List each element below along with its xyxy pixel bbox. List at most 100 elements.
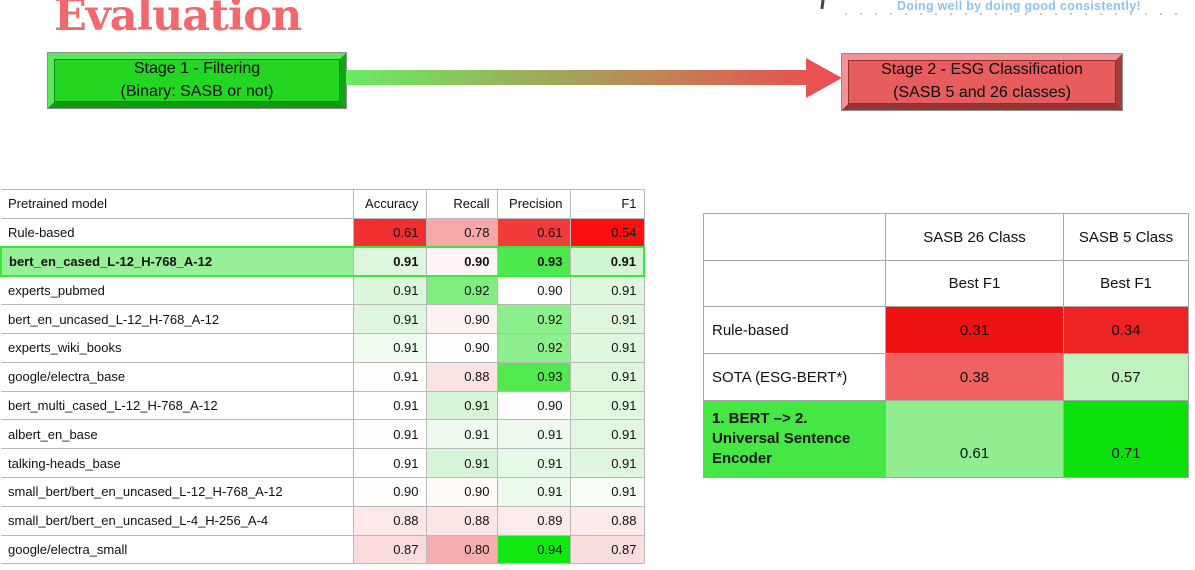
model-name-cell: albert_en_base	[1, 419, 353, 449]
best-f1-value-cell: 0.31	[885, 306, 1064, 354]
table-row: bert_en_uncased_L-12_H-768_A-12 0.91 0.90 0…	[1, 304, 645, 334]
metric-value-cell: 0.93	[496, 246, 570, 277]
approach-name-cell: Rule-based	[703, 306, 886, 354]
best-f1-value-cell: 0.38	[885, 353, 1064, 401]
metric-value-cell: 0.54	[569, 217, 645, 248]
best-f1-value-cell: 0.71	[1063, 400, 1189, 478]
stage1-box: Stage 1 - Filtering (Binary: SASB or not…	[47, 52, 347, 109]
metric-value-cell: 0.92	[425, 275, 497, 305]
approach-name-cell: 1. BERT –> 2. Universal Sentence Encoder	[703, 400, 886, 478]
column-header-metric: Recall	[425, 189, 497, 219]
metric-value-cell: 0.91	[496, 476, 570, 507]
metric-value-cell: 0.91	[569, 246, 645, 277]
column-header-metric: F1	[569, 189, 645, 219]
model-name-cell: Rule-based	[1, 217, 353, 248]
column-subheader-bestf1: Best F1	[1063, 260, 1189, 307]
table-row: google/electra_small 0.87 0.80 0.94 0.87	[1, 534, 645, 565]
empty-corner-cell	[703, 260, 886, 307]
metric-value-cell: 0.91	[496, 448, 570, 478]
model-name-cell: experts_wiki_books	[1, 332, 353, 363]
metric-value-cell: 0.92	[496, 332, 570, 363]
metric-value-cell: 0.91	[569, 361, 645, 392]
table-row: Rule-based 0.61 0.78 0.61 0.54	[1, 217, 645, 248]
stage2-box: Stage 2 - ESG Classification (SASB 5 and…	[841, 53, 1123, 111]
best-f1-value-cell: 0.61	[885, 400, 1064, 478]
metric-value-cell: 0.87	[569, 534, 645, 565]
logo-fragment-tick	[820, 0, 825, 10]
best-f1-value-cell: 0.57	[1063, 353, 1189, 401]
pretrained-metrics-table: Pretrained model Accuracy Recall Precision F…	[0, 189, 645, 565]
metric-value-cell: 0.91	[352, 419, 426, 449]
gradient-arrow-body	[346, 70, 808, 85]
metric-value-cell: 0.91	[569, 448, 645, 478]
stage2-title: Stage 2 - ESG Classification	[881, 61, 1083, 79]
metric-value-cell: 0.61	[496, 217, 570, 248]
model-name-cell: google/electra_small	[1, 534, 353, 565]
metric-value-cell: 0.91	[352, 448, 426, 478]
pretrained-metrics-table-body: Pretrained model Accuracy Recall Precision F…	[0, 189, 645, 565]
model-name-cell: experts_pubmed	[1, 275, 353, 305]
metric-value-cell: 0.91	[569, 390, 645, 420]
best-f1-value-cell: 0.34	[1063, 306, 1189, 354]
metric-value-cell: 0.92	[496, 304, 570, 334]
column-header-model: Pretrained model	[1, 189, 353, 219]
metric-value-cell: 0.80	[425, 534, 497, 565]
metric-value-cell: 0.94	[496, 534, 570, 565]
header-row: Best F1 Best F1	[703, 260, 1189, 307]
esg-results-table: SASB 26 Class SASB 5 Class Best F1 Best F1 R…	[703, 213, 1189, 478]
header-row: SASB 26 Class SASB 5 Class	[703, 213, 1189, 261]
table-row: talking-heads_base 0.91 0.91 0.91 0.91	[1, 448, 645, 478]
pretrained-metrics-table-wrap: Pretrained model Accuracy Recall Precision F…	[0, 189, 645, 565]
stage1-subtitle: (Binary: SASB or not)	[120, 82, 274, 100]
table-row: albert_en_base 0.91 0.91 0.91 0.91	[1, 419, 645, 449]
table-row: small_bert/bert_en_uncased_L-4_H-256_A-4…	[1, 505, 645, 536]
header-row: Pretrained model Accuracy Recall Precision F…	[1, 189, 645, 219]
metric-value-cell: 0.78	[425, 217, 497, 248]
column-header-class: SASB 5 Class	[1063, 213, 1189, 261]
metric-value-cell: 0.91	[352, 332, 426, 363]
model-name-cell: bert_en_cased_L-12_H-768_A-12	[0, 246, 353, 277]
metric-value-cell: 0.91	[352, 275, 426, 305]
metric-value-cell: 0.88	[352, 505, 426, 536]
gradient-arrow-head-icon	[806, 58, 842, 98]
metric-value-cell: 0.89	[496, 505, 570, 536]
metric-value-cell: 0.91	[352, 361, 426, 392]
metric-value-cell: 0.93	[496, 361, 570, 392]
table-row: experts_pubmed 0.91 0.92 0.90 0.91	[1, 275, 645, 305]
table-row: google/electra_base 0.91 0.88 0.93 0.91	[1, 361, 645, 392]
metric-value-cell: 0.91	[352, 304, 426, 334]
metric-value-cell: 0.91	[352, 246, 426, 277]
metric-value-cell: 0.91	[425, 448, 497, 478]
table-row: SOTA (ESG-BERT*) 0.38 0.57	[703, 353, 1189, 401]
metric-value-cell: 0.90	[496, 390, 570, 420]
column-header-class: SASB 26 Class	[885, 213, 1064, 261]
metric-value-cell: 0.90	[425, 332, 497, 363]
table-row: experts_wiki_books 0.91 0.90 0.92 0.91	[1, 332, 645, 363]
model-name-cell: talking-heads_base	[1, 448, 353, 478]
metric-value-cell: 0.88	[425, 505, 497, 536]
stage1-title: Stage 1 - Filtering	[133, 59, 261, 77]
metric-value-cell: 0.91	[569, 476, 645, 507]
metric-value-cell: 0.91	[352, 390, 426, 420]
table-row: small_bert/bert_en_uncased_L-12_H-768_A-…	[1, 476, 645, 507]
esg-results-table-body: SASB 26 Class SASB 5 Class Best F1 Best F1 R…	[703, 213, 1189, 478]
metric-value-cell: 0.87	[352, 534, 426, 565]
brand-tagline: Doing well by doing good consistently!	[896, 0, 1142, 13]
table-row: Rule-based 0.31 0.34	[703, 306, 1189, 354]
metric-value-cell: 0.91	[569, 332, 645, 363]
column-subheader-bestf1: Best F1	[885, 260, 1064, 307]
metric-value-cell: 0.91	[425, 419, 497, 449]
model-name-cell: google/electra_base	[1, 361, 353, 392]
stage2-subtitle: (SASB 5 and 26 classes)	[893, 84, 1071, 101]
metric-value-cell: 0.91	[569, 419, 645, 449]
metric-value-cell: 0.91	[496, 419, 570, 449]
metric-value-cell: 0.90	[425, 476, 497, 507]
table-row: bert_en_cased_L-12_H-768_A-12 0.91 0.90 0.9…	[0, 246, 645, 277]
approach-name-cell: SOTA (ESG-BERT*)	[703, 353, 886, 401]
metric-value-cell: 0.61	[352, 217, 426, 248]
metric-value-cell: 0.90	[352, 476, 426, 507]
column-header-metric: Precision	[496, 189, 570, 219]
metric-value-cell: 0.88	[569, 505, 645, 536]
model-name-cell: bert_multi_cased_L-12_H-768_A-12	[1, 390, 353, 420]
metric-value-cell: 0.90	[496, 275, 570, 305]
